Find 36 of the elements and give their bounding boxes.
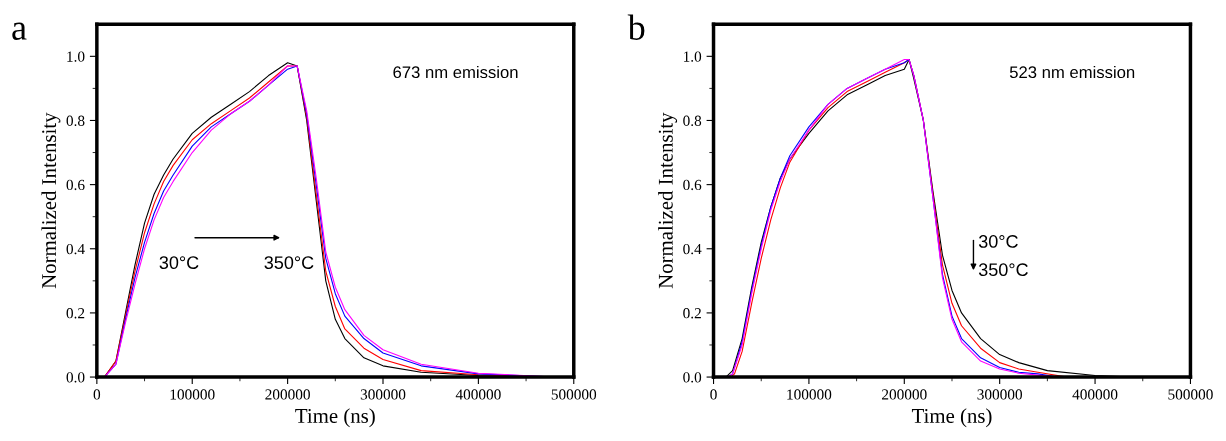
x-tick-label: 400000 bbox=[1072, 389, 1118, 400]
y-tick-label: 0.2 bbox=[683, 308, 701, 319]
x-axis-title: Time (ns) bbox=[295, 408, 375, 428]
y-tick-label: 0.0 bbox=[683, 372, 702, 383]
y-tick-label: 0.8 bbox=[683, 115, 702, 126]
y-axis-title: Normalized Intensity bbox=[658, 112, 678, 289]
chart-title: b bbox=[627, 14, 645, 40]
annotation: 350°C bbox=[978, 263, 1028, 277]
y-tick-label: 0.6 bbox=[683, 179, 702, 191]
annotation: 30°C bbox=[159, 256, 199, 270]
x-tick-label: 300000 bbox=[360, 389, 406, 400]
x-tick-label: 500000 bbox=[1168, 389, 1213, 400]
y-tick-label: 0.2 bbox=[66, 308, 85, 319]
x-tick-label: 0 bbox=[710, 389, 717, 400]
x-tick-label: 300000 bbox=[977, 389, 1023, 400]
x-tick-label: 0 bbox=[93, 389, 101, 400]
y-tick-label: 0.8 bbox=[66, 115, 85, 126]
y-tick-label: 0.0 bbox=[66, 372, 85, 383]
x-tick-label: 100000 bbox=[170, 389, 215, 400]
y-tick-label: 0.4 bbox=[66, 243, 85, 255]
chart-title: a bbox=[12, 22, 27, 40]
y-tick-label: 0.4 bbox=[683, 243, 702, 255]
x-axis-title: Time (ns) bbox=[911, 408, 992, 428]
x-tick-label: 500000 bbox=[551, 389, 597, 400]
annotation: 523 nm emission bbox=[1009, 65, 1135, 79]
x-tick-label: 200000 bbox=[882, 389, 927, 400]
annotation: 30°C bbox=[978, 235, 1018, 248]
annotation: 350°C bbox=[264, 256, 314, 270]
x-tick-label: 400000 bbox=[455, 389, 501, 400]
y-tick-label: 0.6 bbox=[66, 179, 85, 191]
y-axis-title: Normalized Intensity bbox=[41, 112, 61, 289]
annotation: 673 nm emission bbox=[393, 65, 518, 79]
y-tick-label: 1.0 bbox=[683, 51, 702, 62]
y-tick-label: 1.0 bbox=[67, 51, 85, 62]
x-tick-label: 200000 bbox=[265, 389, 310, 400]
x-tick-label: 100000 bbox=[787, 389, 832, 400]
